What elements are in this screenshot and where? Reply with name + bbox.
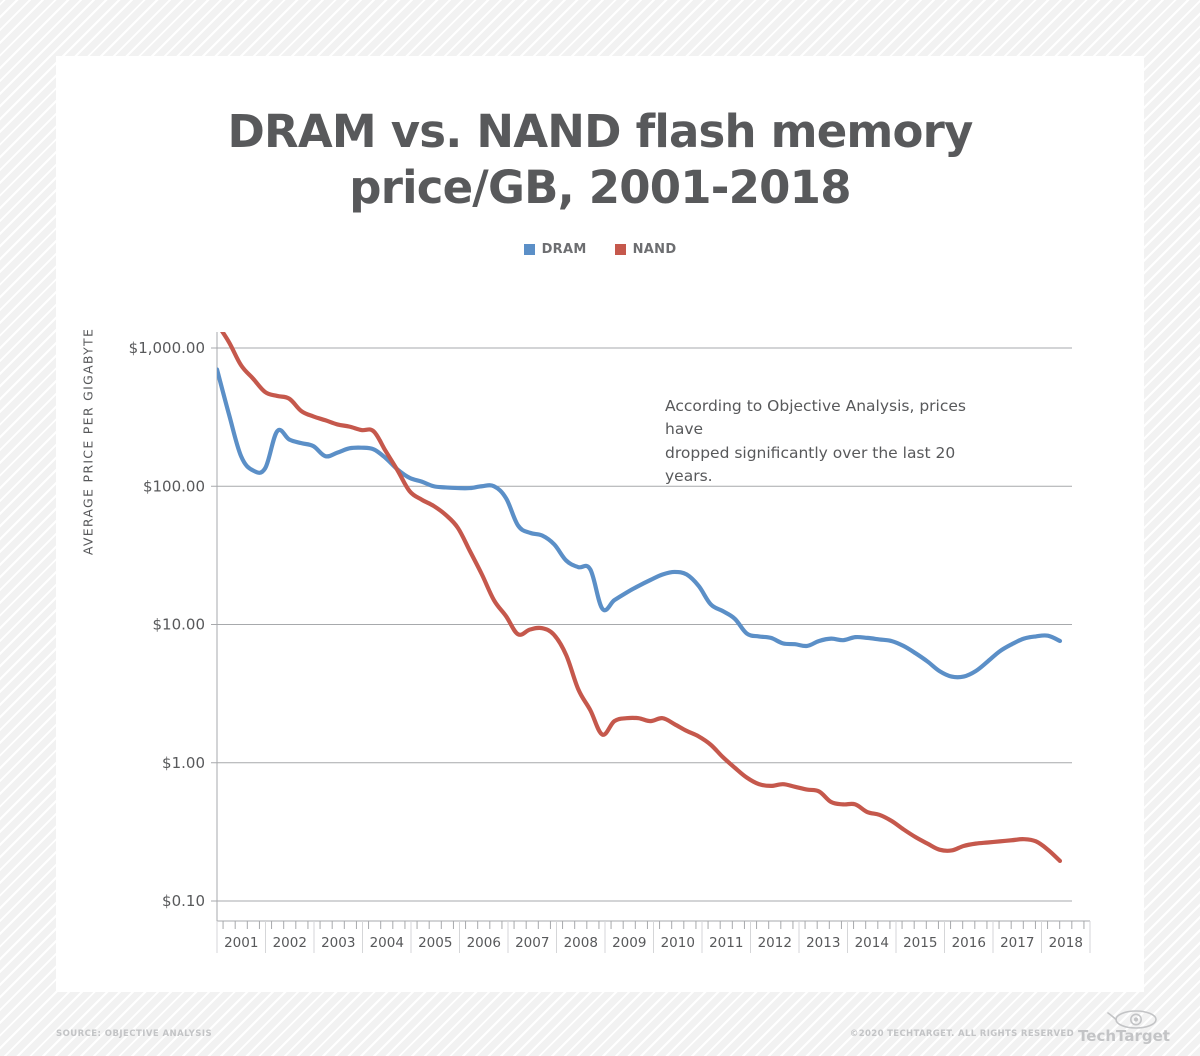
legend-swatch-nand (614, 244, 626, 255)
legend-item-dram[interactable]: DRAM (523, 242, 587, 257)
plot-area: AVERAGE PRICE PER GIGABYTE $1,000.00 $100… (56, 56, 1144, 992)
page-title: DRAM vs. NAND flash memory price/GB, 200… (196, 104, 1004, 216)
page-title-line-2: price/GB, 2001-2018 (349, 160, 851, 214)
legend-item-nand[interactable]: NAND (614, 242, 677, 257)
x-tick-label: 2011 (709, 935, 743, 951)
series-line-dram (217, 367, 1063, 680)
line-chart-svg: $1,000.00 $100.00 $10.00 $1.00 $0.10 2001 2002… (129, 332, 1091, 953)
x-tick-label: 2004 (370, 935, 404, 951)
x-tick-label: 2003 (321, 935, 355, 951)
y-axis-title: AVERAGE PRICE PER GIGABYTE (80, 327, 96, 556)
x-tick-label: 2001 (224, 935, 258, 951)
chart-annotation-line-2: dropped significantly over the last 20 y… (665, 443, 956, 485)
y-tick-label: $0.10 (162, 892, 205, 910)
series-line-nand (220, 332, 1063, 863)
chart-legend: DRAM NAND (196, 242, 1004, 257)
chart-annotation: According to Objective Analysis, prices … (665, 395, 995, 488)
x-tick-label: 2010 (661, 935, 695, 951)
x-tick-label: 2014 (855, 935, 889, 951)
y-tick-label: $1,000.00 (129, 339, 205, 357)
svg-text:TechTarget: TechTarget (1078, 1027, 1170, 1045)
x-tick-label: 2008 (564, 935, 598, 951)
x-tick-label: 2009 (612, 935, 646, 951)
x-tick-label: 2006 (467, 935, 501, 951)
x-tick-label: 2002 (273, 935, 307, 951)
chart-card: DRAM vs. NAND flash memory price/GB, 200… (56, 56, 1144, 992)
x-tick-label: 2012 (758, 935, 792, 951)
eye-icon: TechTarget (1078, 1010, 1170, 1045)
page-title-line-1: DRAM vs. NAND flash memory (227, 105, 973, 158)
x-tick-label: 2016 (952, 935, 986, 951)
legend-label-nand: NAND (632, 242, 677, 257)
x-tick-label: 2017 (1000, 935, 1034, 951)
x-tick-label: 2007 (515, 935, 549, 951)
x-tick-label: 2015 (903, 935, 937, 951)
legend-swatch-dram (523, 244, 535, 255)
legend-label-dram: DRAM (541, 242, 587, 257)
copyright-note: ©2020 TECHTARGET. ALL RIGHTS RESERVED (849, 1029, 1074, 1039)
chart-annotation-line-1: According to Objective Analysis, prices … (665, 397, 966, 439)
y-tick-label: $1.00 (162, 754, 205, 772)
x-tick-label: 2018 (1049, 935, 1083, 951)
x-tick-label: 2005 (418, 935, 452, 951)
x-tick-label: 2013 (806, 935, 840, 951)
y-tick-label: $10.00 (153, 616, 206, 634)
techtarget-logo: TechTarget (1078, 1010, 1170, 1048)
source-note: SOURCE: OBJECTIVE ANALYSIS (56, 1029, 213, 1039)
y-tick-label: $100.00 (143, 477, 205, 495)
